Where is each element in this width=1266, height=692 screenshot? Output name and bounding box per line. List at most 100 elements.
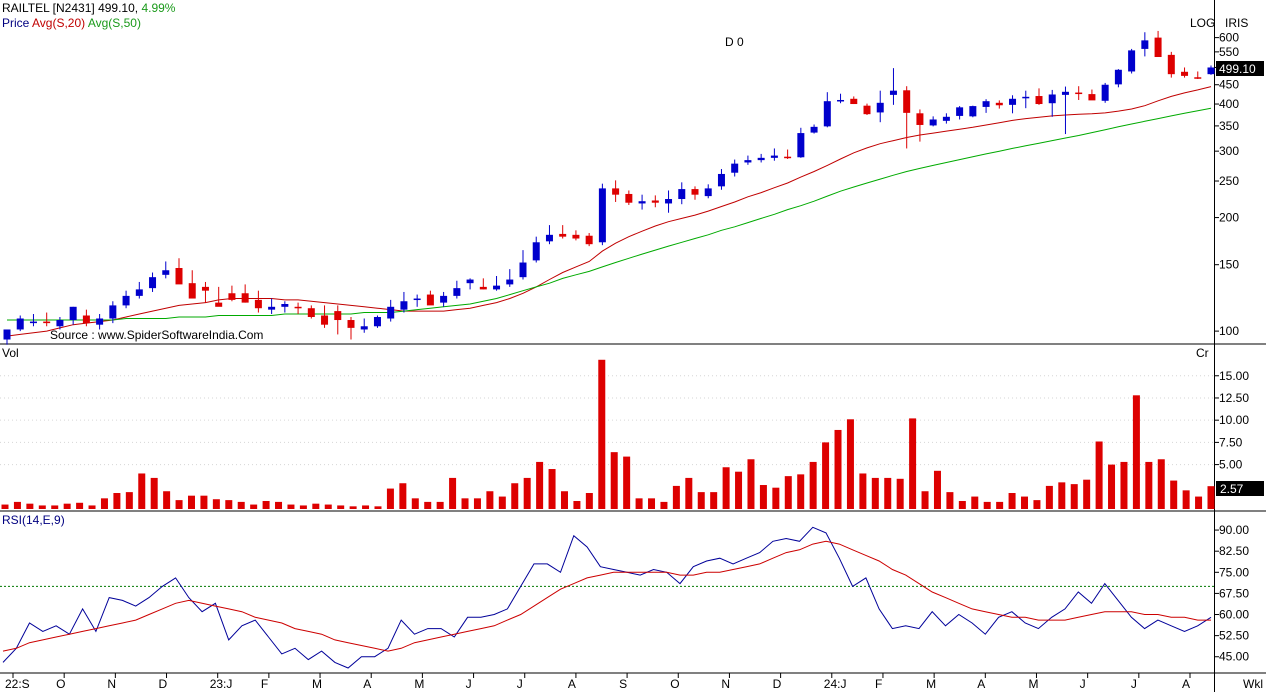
volume-bar[interactable]: [63, 503, 71, 509]
candle-body[interactable]: [559, 233, 567, 237]
candle-body[interactable]: [321, 315, 329, 325]
volume-bar[interactable]: [1170, 480, 1178, 509]
candle-body[interactable]: [651, 200, 659, 203]
candle-body[interactable]: [691, 189, 699, 195]
volume-bar[interactable]: [623, 456, 631, 509]
volume-bar[interactable]: [809, 461, 817, 509]
candle-body[interactable]: [1114, 69, 1122, 85]
volume-bar[interactable]: [26, 503, 34, 509]
volume-bar[interactable]: [859, 473, 867, 509]
volume-bar[interactable]: [349, 506, 357, 509]
volume-bar[interactable]: [536, 461, 544, 509]
candle-body[interactable]: [109, 305, 117, 319]
volume-bar[interactable]: [38, 505, 46, 509]
volume-bar[interactable]: [1095, 441, 1103, 509]
candle-body[interactable]: [744, 160, 752, 163]
volume-bar[interactable]: [76, 502, 84, 509]
candle-body[interactable]: [453, 288, 461, 296]
candle-body[interactable]: [493, 285, 501, 290]
timeframe-label[interactable]: Wkl: [1243, 677, 1263, 691]
candle-body[interactable]: [612, 188, 620, 195]
candle-body[interactable]: [1101, 84, 1109, 101]
candle-body[interactable]: [1088, 94, 1096, 101]
volume-bar[interactable]: [846, 419, 854, 509]
volume-bar[interactable]: [250, 504, 258, 509]
candle-body[interactable]: [995, 102, 1003, 106]
rsi-line[interactable]: [2, 526, 1212, 669]
volume-bar[interactable]: [287, 504, 295, 509]
volume-bar[interactable]: [585, 493, 593, 509]
candle-body[interactable]: [823, 101, 831, 127]
volume-bar[interactable]: [125, 492, 133, 509]
candle-body[interactable]: [903, 90, 911, 113]
candle-body[interactable]: [1154, 37, 1162, 58]
volume-bar[interactable]: [51, 505, 59, 509]
candle-body[interactable]: [241, 293, 249, 303]
candle-body[interactable]: [440, 295, 448, 303]
volume-bar[interactable]: [299, 505, 307, 509]
volume-bar[interactable]: [834, 429, 842, 509]
volume-bar[interactable]: [461, 498, 469, 509]
volume-bar[interactable]: [710, 492, 718, 509]
volume-bar[interactable]: [958, 501, 966, 509]
volume-bar[interactable]: [946, 492, 954, 509]
candle-body[interactable]: [307, 308, 315, 317]
candle-body[interactable]: [228, 293, 236, 300]
volume-bar[interactable]: [386, 488, 394, 509]
volume-bar[interactable]: [424, 501, 432, 509]
volume-bar[interactable]: [473, 498, 481, 509]
volume-bar[interactable]: [772, 487, 780, 509]
volume-bar[interactable]: [598, 359, 606, 509]
candle-body[interactable]: [1048, 94, 1056, 104]
candle-body[interactable]: [43, 321, 51, 324]
candle-body[interactable]: [1141, 40, 1149, 49]
volume-bar[interactable]: [399, 483, 407, 509]
volume-bar[interactable]: [797, 474, 805, 509]
candle-body[interactable]: [532, 242, 540, 261]
volume-bar[interactable]: [486, 491, 494, 509]
volume-bar[interactable]: [971, 496, 979, 509]
candle-body[interactable]: [56, 320, 64, 327]
volume-bar[interactable]: [150, 477, 158, 509]
candle-body[interactable]: [889, 90, 897, 95]
candle-body[interactable]: [810, 126, 818, 133]
candle-body[interactable]: [1207, 67, 1215, 75]
volume-bar[interactable]: [212, 499, 220, 509]
volume-bar[interactable]: [933, 470, 941, 509]
candle-body[interactable]: [506, 279, 514, 285]
candle-body[interactable]: [770, 155, 778, 158]
candle-body[interactable]: [1061, 91, 1069, 95]
volume-bar[interactable]: [498, 496, 506, 509]
candle-body[interactable]: [863, 105, 871, 115]
candle-body[interactable]: [175, 268, 183, 285]
volume-bar[interactable]: [1132, 395, 1140, 509]
volume-bar[interactable]: [312, 503, 320, 509]
volume-bar[interactable]: [1033, 500, 1041, 509]
candle-body[interactable]: [837, 99, 845, 102]
candle-body[interactable]: [387, 306, 395, 319]
legend-price[interactable]: Price: [2, 16, 30, 30]
candle-body[interactable]: [956, 107, 964, 116]
volume-bar[interactable]: [175, 500, 183, 509]
candle-body[interactable]: [373, 316, 381, 327]
candle-body[interactable]: [413, 298, 421, 301]
volume-bar[interactable]: [896, 478, 904, 509]
candle-body[interactable]: [545, 234, 553, 242]
volume-bar[interactable]: [573, 501, 581, 509]
volume-bar[interactable]: [13, 501, 21, 509]
volume-bar[interactable]: [822, 442, 830, 509]
candle-body[interactable]: [942, 116, 950, 121]
volume-bar[interactable]: [1070, 484, 1078, 509]
volume-bar[interactable]: [324, 504, 332, 509]
candle-body[interactable]: [215, 302, 223, 307]
candle-body[interactable]: [1194, 77, 1202, 79]
candle-body[interactable]: [784, 156, 792, 159]
candle-body[interactable]: [400, 301, 408, 310]
candle-body[interactable]: [82, 315, 90, 324]
volume-bar[interactable]: [722, 467, 730, 509]
candle-body[interactable]: [519, 262, 527, 278]
candle-body[interactable]: [916, 113, 924, 125]
candle-body[interactable]: [572, 234, 580, 239]
volume-bar[interactable]: [411, 498, 419, 509]
candle-body[interactable]: [334, 311, 342, 321]
